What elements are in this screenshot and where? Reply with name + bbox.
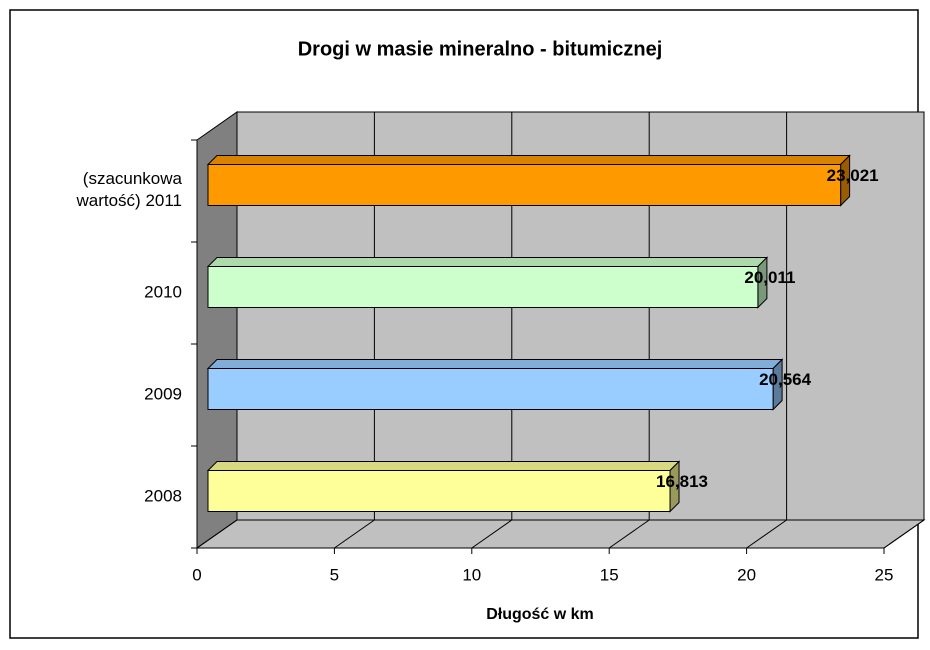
floor-grid-line	[196, 519, 238, 549]
bar	[207, 368, 774, 410]
bar-top	[206, 461, 681, 471]
bar	[207, 470, 671, 512]
floor-grid-line	[608, 519, 650, 549]
chart-title: Drogi w masie mineralno - bitumicznej	[298, 38, 663, 60]
floor-grid-line	[334, 519, 375, 549]
bar-top	[206, 359, 784, 369]
x-axis-title: Długość w km	[486, 606, 594, 623]
x-tick-label: 25	[875, 565, 894, 584]
value-label: 16,813	[656, 472, 708, 491]
value-label: 20,011	[744, 268, 795, 287]
bar-top	[206, 155, 851, 165]
value-label: 20,564	[759, 370, 812, 389]
floor-grid-line	[883, 519, 925, 549]
y-tick-label: 2008	[144, 486, 182, 505]
y-tick-label: 2010	[144, 282, 182, 301]
bar	[207, 266, 759, 308]
x-tick-label: 20	[737, 565, 756, 584]
bar-top	[206, 257, 769, 267]
floor-grid-line	[746, 519, 787, 549]
x-tick-label: 0	[192, 565, 201, 584]
x-tick-label: 5	[330, 565, 339, 584]
x-tick-label: 10	[462, 565, 481, 584]
value-label: 23,021	[827, 166, 879, 185]
x-tick-label: 15	[600, 565, 619, 584]
y-tick-label: 2009	[144, 384, 182, 403]
floor-grid-line	[471, 519, 513, 549]
y-tick-label: (szacunkowa wartość) 2011	[75, 169, 182, 210]
bar	[207, 164, 842, 206]
floor	[195, 519, 926, 549]
